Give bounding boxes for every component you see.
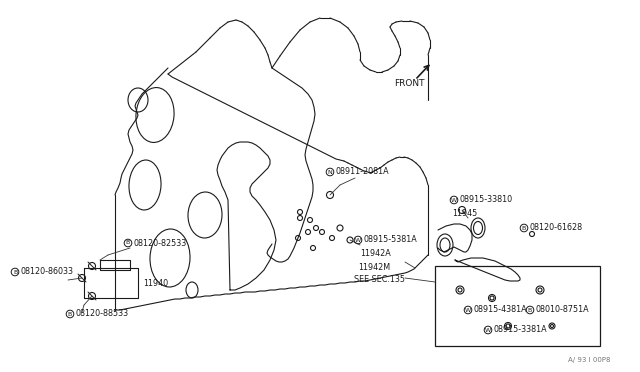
Text: 08915-3381A: 08915-3381A — [493, 326, 547, 334]
Text: 08915-4381A: 08915-4381A — [474, 305, 527, 314]
Text: 11940: 11940 — [143, 279, 168, 289]
Text: B: B — [528, 308, 532, 312]
Text: B: B — [13, 269, 17, 275]
Text: 11942A: 11942A — [360, 250, 391, 259]
Text: 08911-2081A: 08911-2081A — [335, 167, 389, 176]
Text: B: B — [68, 311, 72, 317]
Text: N: N — [328, 170, 332, 174]
Text: FRONT: FRONT — [394, 80, 424, 89]
Text: W: W — [451, 198, 457, 202]
Text: 11942M: 11942M — [358, 263, 390, 272]
Text: SEE SEC.135: SEE SEC.135 — [354, 276, 405, 285]
Text: 11945: 11945 — [452, 209, 477, 218]
Text: W: W — [465, 308, 471, 312]
Text: 08120-86033: 08120-86033 — [20, 267, 74, 276]
Text: 08120-82533: 08120-82533 — [134, 238, 187, 247]
Text: 08120-61628: 08120-61628 — [529, 224, 582, 232]
Text: 08010-8751A: 08010-8751A — [536, 305, 589, 314]
Text: A/ 93 I 00P8: A/ 93 I 00P8 — [568, 357, 611, 363]
Text: B: B — [126, 241, 130, 246]
Text: W: W — [355, 237, 361, 243]
Text: B: B — [522, 225, 526, 231]
Text: 08915-5381A: 08915-5381A — [364, 235, 417, 244]
Bar — [435, 266, 600, 346]
Text: 08915-33810: 08915-33810 — [460, 196, 513, 205]
Text: W: W — [485, 327, 491, 333]
Text: 08120-88533: 08120-88533 — [76, 310, 129, 318]
